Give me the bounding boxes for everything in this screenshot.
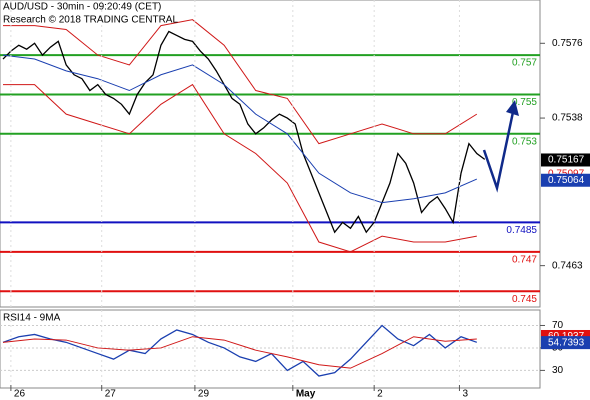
price-tag-box [541, 173, 590, 187]
level-label: 0.753 [512, 136, 537, 147]
series-line [2, 54, 478, 204]
x-tick-label: 3 [462, 389, 468, 400]
x-tick-label: 26 [14, 389, 26, 400]
level-label: 0.747 [512, 255, 537, 266]
series-line [2, 324, 478, 377]
y-tick-label: 0.7538 [552, 113, 583, 124]
y-tick-label: 70 [552, 320, 564, 331]
series-line [2, 30, 486, 234]
y-tick-label: 30 [552, 365, 564, 376]
level-label: 0.745 [512, 294, 537, 305]
level-label: 0.755 [512, 97, 537, 108]
y-tick-label: 0.7576 [552, 38, 583, 49]
series-line [2, 336, 477, 369]
level-label: 0.757 [512, 58, 537, 69]
series-line [3, 19, 478, 145]
rsi-title: RSI14 - 9MA [3, 313, 61, 324]
rsi-panel [0, 309, 541, 389]
x-tick-label: May [296, 389, 316, 400]
x-tick-label: 27 [105, 389, 117, 400]
price-tag-box [541, 336, 590, 350]
price-tag: 54.7393 [548, 337, 585, 348]
y-tick-label: 0.7463 [552, 260, 583, 271]
chart-subtitle: Research © 2018 TRADING CENTRAL [3, 15, 178, 26]
forecast-arrow [482, 111, 515, 193]
x-tick-label: 2 [377, 389, 383, 400]
series-line [3, 83, 477, 253]
level-label: 0.7485 [506, 225, 537, 236]
forecast-arrowhead [506, 100, 519, 116]
price-panel [0, 0, 541, 308]
price-tag-box [541, 153, 590, 167]
x-tick-label: 29 [198, 389, 210, 400]
price-tag: 0.75064 [548, 175, 585, 186]
chart-title: AUD/USD - 30min - 09:20:49 (CET) [3, 2, 161, 13]
price-tag: 0.75167 [548, 155, 585, 166]
